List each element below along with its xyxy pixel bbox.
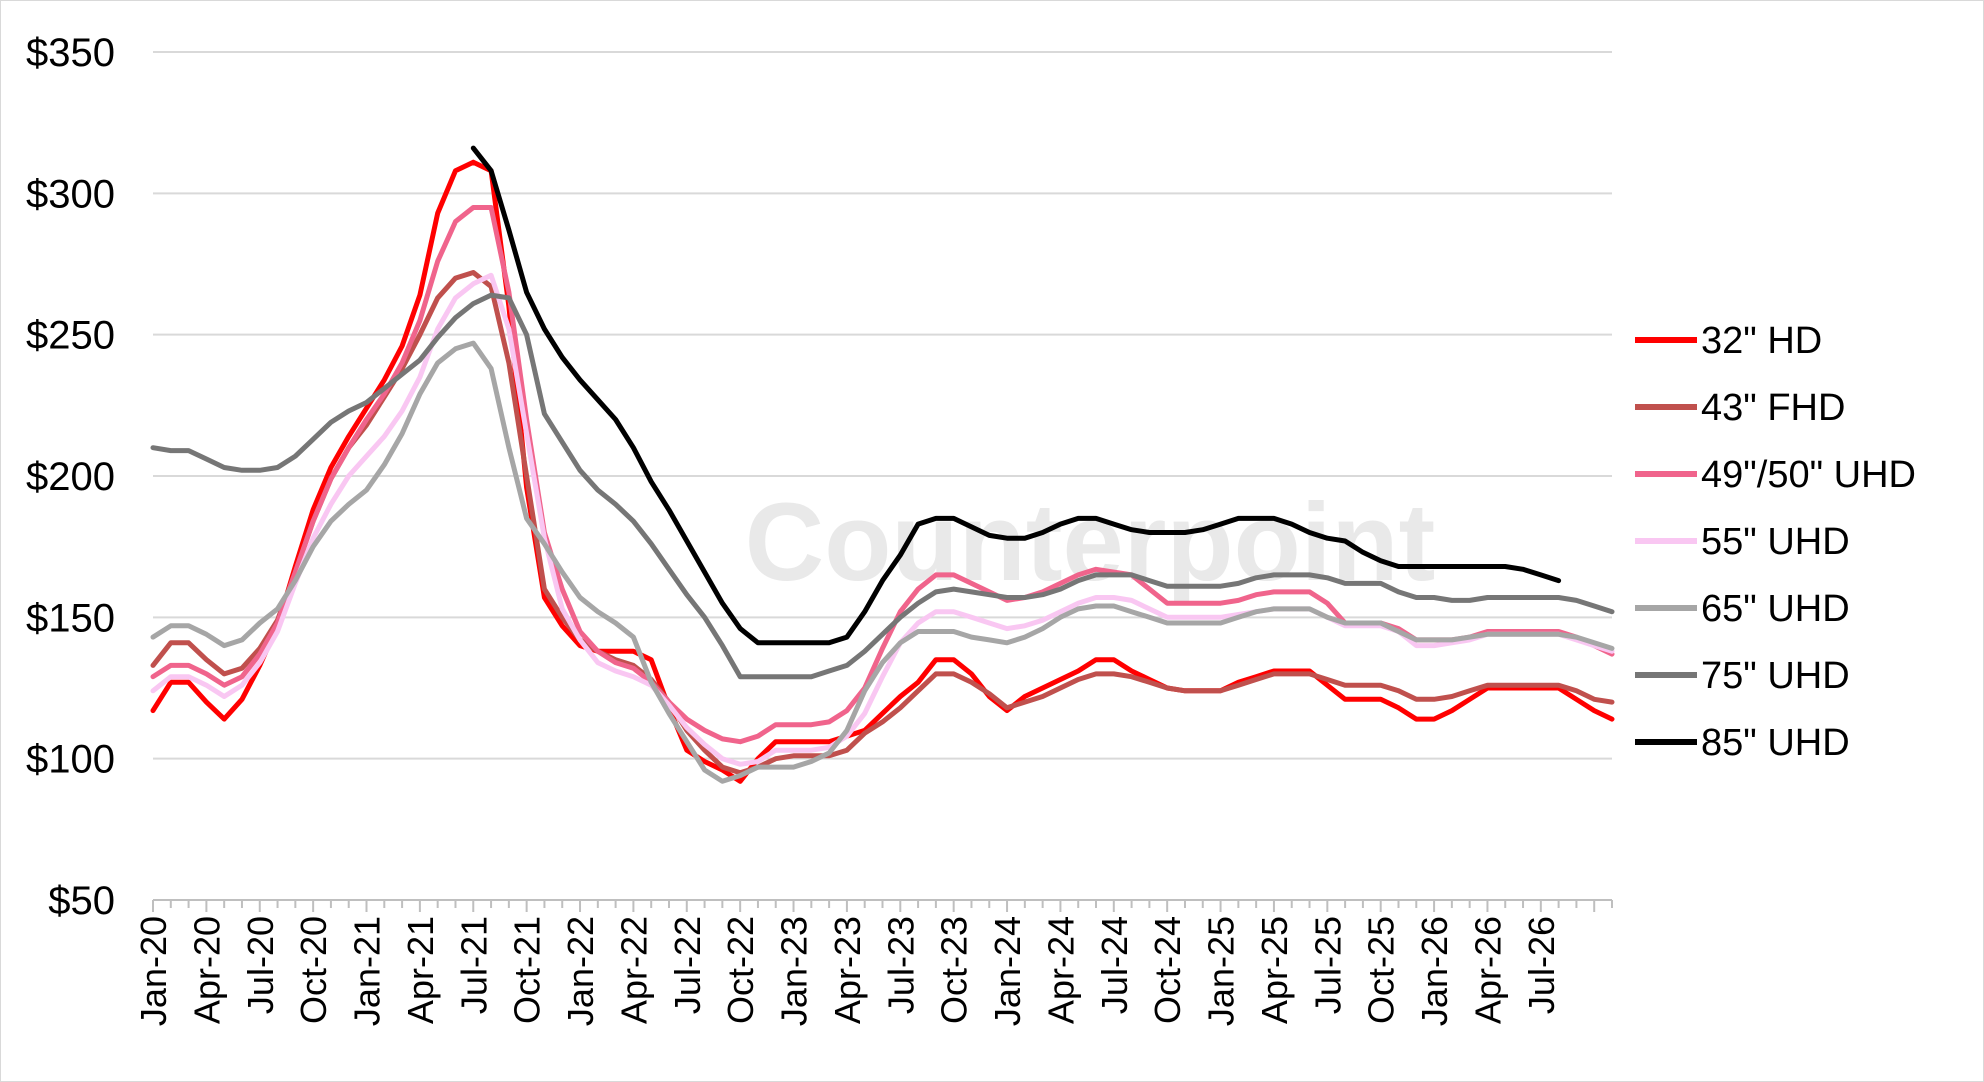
x-tick-label: Oct-20 (293, 916, 334, 1024)
x-tick-label: Apr-20 (186, 916, 227, 1024)
gridlines (153, 51, 1612, 760)
legend-label: 49"/50" UHD (1701, 454, 1916, 496)
series-lines (150, 145, 1615, 784)
legend-label: 55" UHD (1701, 521, 1850, 563)
x-axis: Jan-20 Apr-20 Jul-20 Oct-20 Jan-21 Apr-21 Jul-… (133, 899, 1613, 1026)
x-tick-label: Jul-25 (1307, 916, 1348, 1014)
x-tick-label: Oct-22 (720, 916, 761, 1024)
x-tick-label: Jan-21 (347, 916, 388, 1026)
series-line-6 (470, 145, 1562, 646)
x-tick-label: Oct-21 (507, 916, 548, 1024)
y-tick-label: $300 (26, 172, 115, 216)
legend-label: 43" FHD (1701, 387, 1845, 429)
x-tick-label: Jul-21 (453, 916, 494, 1014)
legend-item: 43" FHD (1635, 387, 1845, 429)
y-tick-label: $50 (48, 879, 115, 923)
series-line-5 (150, 292, 1615, 680)
x-tick-label: Jul-22 (667, 916, 708, 1014)
x-tick-label: Jan-24 (987, 916, 1028, 1026)
series-line-4 (150, 340, 1615, 784)
y-tick-label: $250 (26, 314, 115, 358)
legend: 32" HD 43" FHD 49"/50" UHD 55" UHD 65" UHD 75… (1635, 320, 1916, 764)
x-tick-label: Jan-26 (1414, 916, 1455, 1026)
legend-item: 55" UHD (1635, 521, 1850, 563)
x-tick-label: Apr-26 (1467, 916, 1508, 1024)
x-tick-label: Oct-23 (934, 916, 975, 1024)
y-tick-label: $150 (26, 596, 115, 640)
x-tick-label: Jul-26 (1521, 916, 1562, 1014)
y-tick-label: $100 (26, 738, 115, 782)
legend-item: 75" UHD (1635, 655, 1850, 697)
x-tick-label: Jan-20 (133, 916, 174, 1026)
x-tick-label: Jul-20 (240, 916, 281, 1014)
watermark: Counterpoint (745, 481, 1435, 604)
x-tick-label: Apr-22 (613, 916, 654, 1024)
x-tick-label: Jan-23 (774, 916, 815, 1026)
y-tick-label: $350 (26, 31, 115, 75)
x-tick-label: Oct-25 (1361, 916, 1402, 1024)
y-axis-tick-labels: $50 $100 $150 $200 $250 $300 $350 (26, 31, 115, 923)
legend-label: 85" UHD (1701, 722, 1850, 764)
series-line-3 (150, 272, 1615, 767)
legend-item: 49"/50" UHD (1635, 454, 1916, 496)
legend-label: 32" HD (1701, 320, 1822, 362)
x-tick-label: Apr-24 (1040, 916, 1081, 1024)
series-line-0 (150, 159, 1615, 784)
x-tick-label: Jul-24 (1094, 916, 1135, 1014)
legend-item: 65" UHD (1635, 588, 1850, 630)
x-tick-label: Oct-24 (1147, 916, 1188, 1024)
legend-label: 75" UHD (1701, 655, 1850, 697)
legend-item: 85" UHD (1635, 722, 1850, 764)
x-tick-label: Apr-25 (1254, 916, 1295, 1024)
x-tick-label: Jan-22 (560, 916, 601, 1026)
legend-item: 32" HD (1635, 320, 1822, 362)
x-tick-label: Jul-23 (880, 916, 921, 1014)
x-tick-label: Jan-25 (1201, 916, 1242, 1026)
x-tick-label: Apr-23 (827, 916, 868, 1024)
y-tick-label: $200 (26, 455, 115, 499)
x-tick-label: Apr-21 (400, 916, 441, 1024)
legend-label: 65" UHD (1701, 588, 1850, 630)
